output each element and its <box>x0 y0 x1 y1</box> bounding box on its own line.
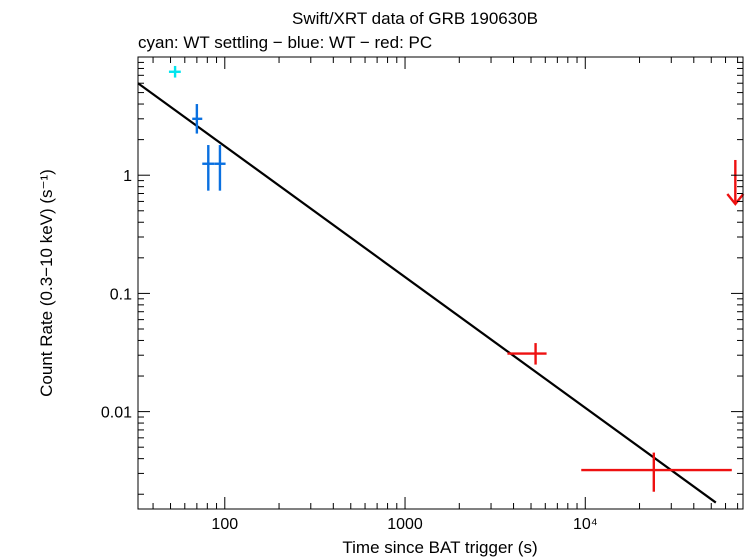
x-tick-label: 100 <box>211 516 238 533</box>
axis-ticks: 100 1000 10⁴ 1 0.1 0.01 <box>101 56 743 533</box>
upper-limit-pc <box>726 159 745 206</box>
y-tick-label: 1 <box>123 168 132 185</box>
x-tick-label: 10⁴ <box>573 516 598 533</box>
chart-subtitle: cyan: WT settling − blue: WT − red: PC <box>138 33 432 52</box>
x-tick-label: 1000 <box>387 516 423 533</box>
data-point-wt <box>192 104 203 134</box>
data-point-wt <box>214 145 226 191</box>
data-point-wt-settling <box>168 65 181 78</box>
data-point-pc <box>507 343 547 365</box>
data-point-wt <box>202 145 215 191</box>
power-law-fit-line <box>137 82 717 504</box>
chart-title: Swift/XRT data of GRB 190630B <box>292 9 538 28</box>
y-tick-label: 0.1 <box>110 286 132 303</box>
data-point-pc <box>581 452 732 492</box>
plot-frame <box>137 56 744 510</box>
x-axis-label: Time since BAT trigger (s) <box>342 538 537 557</box>
y-tick-label: 0.01 <box>101 405 132 422</box>
upper-limit-arrowhead <box>726 193 745 206</box>
plot-area <box>137 65 745 504</box>
y-axis-label: Count Rate (0.3−10 keV) (s⁻¹) <box>37 169 56 397</box>
